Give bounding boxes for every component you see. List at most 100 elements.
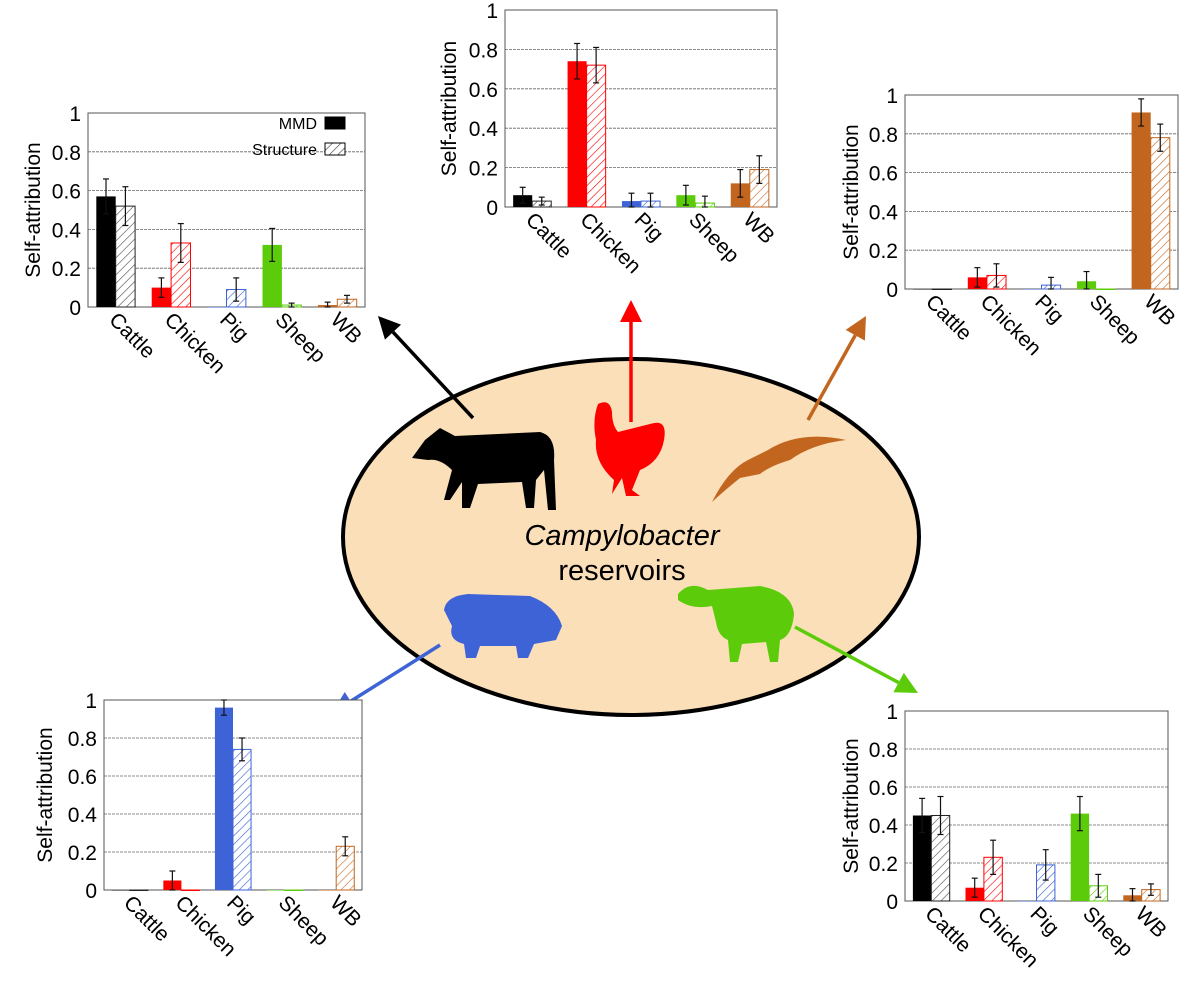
x-tick-label: Sheep [684, 208, 743, 267]
x-tick-label: Chicken [160, 308, 230, 378]
bar-structure-wb [1150, 137, 1171, 290]
y-tick-label: 0.4 [68, 804, 98, 827]
error-bar [701, 195, 708, 208]
y-tick-label: 1 [886, 85, 898, 108]
y-tick-label: 0.2 [68, 842, 97, 865]
y-tick-label: 0.2 [52, 258, 81, 281]
y-tick-label: 0 [886, 891, 898, 914]
bar-structure-chicken [586, 64, 607, 208]
error-bar [1042, 849, 1049, 881]
bar-structure-pig [232, 748, 252, 891]
error-bar [1095, 873, 1102, 898]
arrowhead-chicken [620, 300, 642, 322]
error-bar [342, 836, 349, 857]
error-bar [343, 294, 350, 304]
error-bar [647, 192, 654, 208]
x-tick-label: Sheep [274, 891, 333, 950]
y-tick-label: 0.8 [52, 142, 81, 165]
bar-mmd-wb [318, 890, 337, 891]
x-tick-label: Sheep [1085, 290, 1144, 349]
legend-label: Structure [252, 142, 317, 159]
x-tick-label: Cattle [921, 290, 976, 345]
chart-pig: 00.20.40.60.81Self-attributionCattleChic… [34, 690, 366, 961]
error-bar [756, 155, 763, 184]
y-tick-label: 0.4 [52, 219, 82, 242]
error-bar [682, 184, 689, 206]
y-tick-label: 0.2 [869, 853, 898, 876]
error-bar [538, 196, 545, 206]
y-axis-label: Self-attribution [438, 41, 461, 176]
error-bar [593, 46, 600, 84]
y-axis-label: Self-attribution [34, 727, 57, 862]
bar-mmd-cattle [912, 815, 932, 901]
y-tick-label: 0.2 [869, 240, 898, 263]
y-tick-label: 0.6 [52, 181, 81, 204]
bar-mmd-cattle [913, 289, 933, 290]
x-tick-label: Cattle [920, 902, 975, 957]
x-tick-label: Sheep [1078, 902, 1137, 961]
bar-mmd-wb [1131, 112, 1151, 290]
y-tick-label: 0.8 [869, 739, 898, 762]
error-bar [574, 42, 581, 80]
x-tick-label: Pig [215, 308, 253, 346]
y-tick-label: 0.6 [68, 766, 97, 789]
y-tick-label: 1 [69, 103, 81, 126]
arrow-cattle [391, 330, 475, 420]
arrow-wb [806, 334, 857, 421]
bar-mmd-chicken [567, 61, 587, 207]
bar-structure-sheep [284, 889, 304, 891]
x-tick-label: Cattle [521, 208, 576, 263]
error-bar [220, 699, 227, 716]
pig-icon [444, 594, 562, 658]
error-bar [269, 227, 276, 263]
x-tick-label: Cattle [119, 891, 174, 946]
x-tick-label: WB [1131, 902, 1171, 942]
y-tick-label: 0 [85, 880, 97, 903]
x-tick-label: Pig [630, 208, 668, 246]
error-bar [169, 870, 176, 891]
chart-cattle: 0 0.2 0.4 0.6 0.8 1 Self-attribution Cattle Chic… [22, 103, 366, 378]
legend-label: MMD [279, 116, 317, 133]
x-tick-label: WB [325, 891, 365, 931]
y-axis-label: Self-attribution [840, 124, 863, 259]
y-tick-label: 0.4 [869, 815, 899, 838]
y-tick-label: 0.4 [869, 201, 899, 224]
y-tick-label: 0 [486, 197, 498, 220]
x-tick-label: Pig [1026, 902, 1064, 940]
x-tick-label: Pig [222, 891, 260, 929]
y-tick-label: 0 [886, 279, 898, 302]
bar-structure-sheep [1095, 288, 1116, 290]
y-axis-label: Self-attribution [22, 142, 45, 277]
bar-mmd-pig [207, 307, 227, 308]
error-bar [1147, 883, 1154, 896]
x-tick-label: Cattle [104, 308, 159, 363]
error-bar [233, 277, 240, 302]
y-tick-label: 0.8 [869, 124, 898, 147]
y-axis-label: Self-attribution [840, 738, 863, 873]
bird-icon [712, 436, 846, 502]
bar-mmd-cattle [111, 890, 130, 891]
legend: MMD Structure [252, 116, 346, 159]
legend-swatch-mmd [324, 116, 346, 130]
error-bar [974, 267, 981, 288]
y-tick-label: 0.6 [869, 163, 898, 186]
bar-mmd-sheep [1070, 813, 1090, 901]
center-label-line1: Campylobacter [524, 520, 720, 552]
bar-mmd-pig [1018, 901, 1037, 902]
bar-mmd-sheep [266, 890, 285, 891]
error-bar [1157, 123, 1164, 152]
y-tick-label: 0.6 [869, 777, 898, 800]
arrowhead-sheep [893, 672, 918, 693]
cow-icon [412, 428, 556, 510]
error-bar [122, 186, 129, 227]
chicken-icon [594, 402, 665, 496]
x-tick-label: Pig [1030, 290, 1068, 328]
error-bar [103, 178, 110, 215]
center-label-line2: reservoirs [558, 555, 685, 587]
arrow-sheep [794, 625, 900, 685]
chart-sheep: 00.20.40.60.81Self-attributionCattleChic… [840, 701, 1171, 972]
y-tick-label: 0 [69, 297, 81, 320]
